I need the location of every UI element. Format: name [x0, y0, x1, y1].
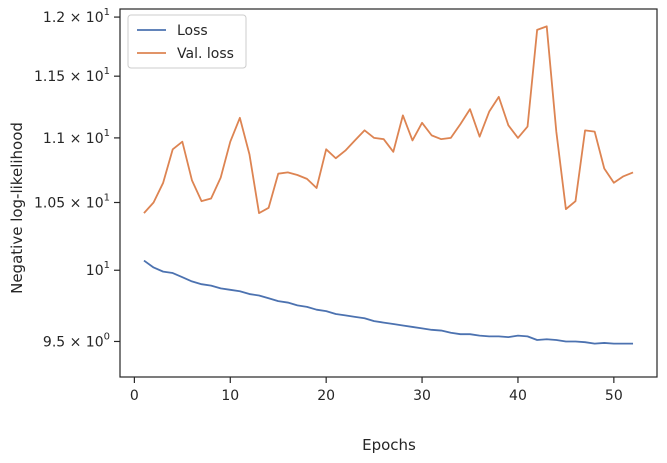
y-tick-label: 1.05 × 101 — [34, 192, 110, 211]
x-tick-label: 50 — [605, 388, 623, 404]
x-tick-label: 0 — [130, 388, 139, 404]
y-tick-mantissa: 1.2 × 10 — [43, 10, 104, 26]
y-tick-exponent: 1 — [104, 66, 110, 77]
legend: Loss Val. loss — [127, 14, 247, 69]
series-line-loss — [143, 259, 634, 345]
legend-label-val-loss: Val. loss — [177, 46, 234, 62]
x-axis: 0 10 20 30 40 50 — [130, 377, 623, 404]
x-axis-label: Epochs — [362, 436, 416, 454]
y-tick-exponent: 1 — [104, 260, 110, 271]
y-tick-label: 1.1 × 101 — [43, 128, 110, 147]
series-layer — [143, 25, 634, 345]
x-tick-label: 30 — [413, 388, 431, 404]
y-tick-exponent: 1 — [104, 128, 110, 139]
y-tick-mantissa: 1.1 × 10 — [43, 131, 104, 147]
x-tick-label: 40 — [509, 388, 527, 404]
y-tick-label: 1.15 × 101 — [34, 66, 110, 85]
y-tick-exponent: 1 — [104, 192, 110, 203]
legend-box — [127, 14, 247, 69]
y-tick-mantissa: 9.5 × 10 — [43, 334, 104, 350]
y-tick-label: 9.5 × 100 — [43, 331, 110, 350]
series-line-val-loss — [143, 25, 634, 215]
y-tick-exponent: 0 — [104, 331, 110, 342]
y-tick-mantissa: 10 — [86, 263, 104, 279]
plot-frame — [119, 8, 658, 378]
y-tick-label: 1.2 × 101 — [43, 7, 110, 26]
y-tick-mantissa: 1.15 × 10 — [34, 69, 104, 85]
y-tick-label: 101 — [86, 260, 110, 279]
x-tick-label: 20 — [317, 388, 335, 404]
plot-background — [120, 9, 657, 377]
y-tick-mantissa: 1.05 × 10 — [34, 195, 104, 211]
y-tick-exponent: 1 — [104, 7, 110, 18]
y-axis-label: Negative log-likelihood — [8, 122, 26, 294]
legend-label-loss: Loss — [177, 23, 208, 39]
x-tick-label: 10 — [221, 388, 239, 404]
